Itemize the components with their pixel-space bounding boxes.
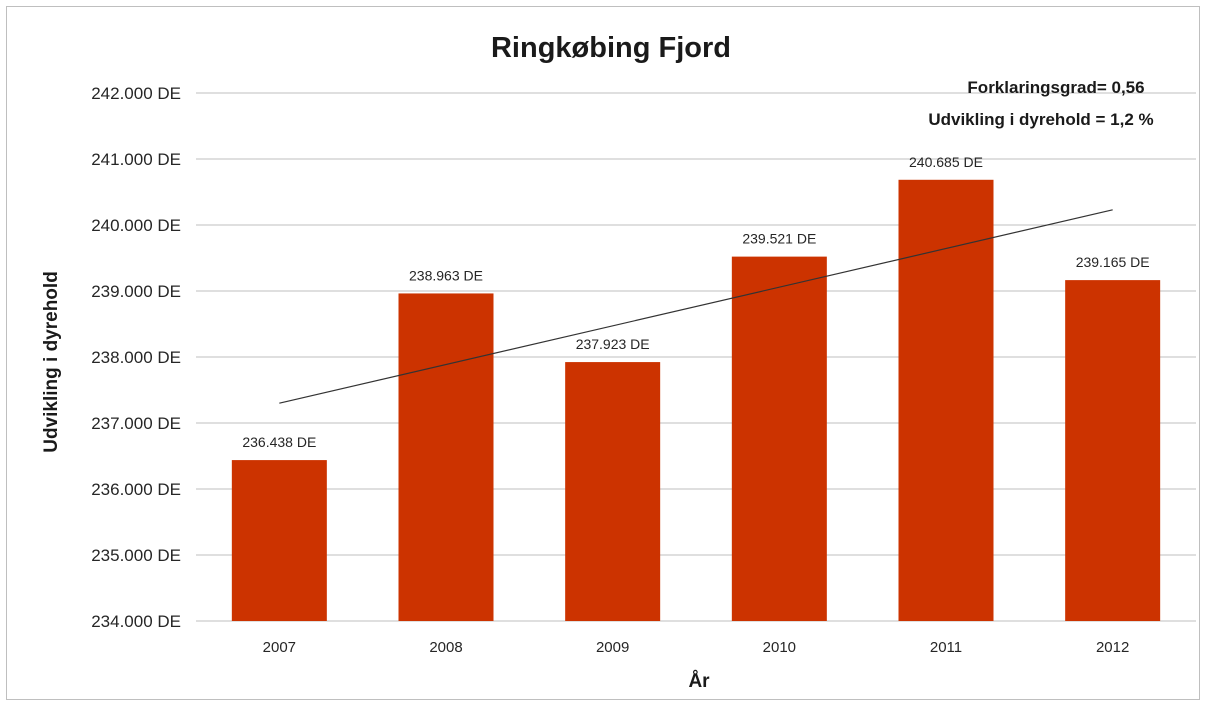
data-label: 239.165 DE [1076,254,1150,270]
y-tick-label: 234.000 DE [91,612,181,631]
annotation-udvikling: Udvikling i dyrehold = 1,2 % [928,110,1153,129]
data-label: 240.685 DE [909,154,983,170]
x-tick-label: 2010 [763,639,796,656]
annotation-forklaringsgrad: Forklaringsgrad= 0,56 [967,78,1144,97]
x-tick-label: 2007 [263,639,296,656]
y-tick-label: 238.000 DE [91,348,181,367]
x-axis-label: År [688,671,710,692]
bar-2009 [565,362,661,621]
x-tick-labels: 2007 2008 2009 2010 2011 2012 [263,639,1130,656]
gridlines [196,92,1196,622]
y-tick-label: 236.000 DE [91,480,181,499]
trendline-group [279,209,1113,404]
x-tick-label: 2012 [1096,639,1129,656]
bar-2008 [398,293,494,621]
data-label: 237.923 DE [576,336,650,352]
bars [231,179,1161,622]
data-label: 239.521 DE [742,231,816,247]
bar-2010 [731,256,827,621]
bar-2007 [231,460,327,621]
trendline [279,209,1113,404]
y-axis-label: Udvikling i dyrehold [41,271,62,453]
data-label: 236.438 DE [242,434,316,450]
chart-frame: 234.000 DE 235.000 DE 236.000 DE 237.000 DE… [6,6,1200,700]
x-tick-label: 2011 [930,639,962,656]
bar-chart: 234.000 DE 235.000 DE 236.000 DE 237.000 DE… [41,32,1196,692]
y-tick-label: 237.000 DE [91,414,181,433]
y-tick-labels: 234.000 DE 235.000 DE 236.000 DE 237.000 DE… [91,84,181,631]
y-tick-label: 235.000 DE [91,546,181,565]
data-labels: 236.438 DE 238.963 DE 237.923 DE 239.521 DE… [242,154,1149,450]
y-tick-label: 242.000 DE [91,84,181,103]
x-tick-label: 2009 [596,639,629,656]
bar-2012 [1065,280,1161,621]
data-label: 238.963 DE [409,267,483,283]
y-tick-label: 239.000 DE [91,282,181,301]
bar-2011 [898,179,994,622]
chart-title: Ringkøbing Fjord [491,32,731,64]
y-tick-label: 241.000 DE [91,150,181,169]
y-tick-label: 240.000 DE [91,216,181,235]
x-tick-label: 2008 [429,639,462,656]
